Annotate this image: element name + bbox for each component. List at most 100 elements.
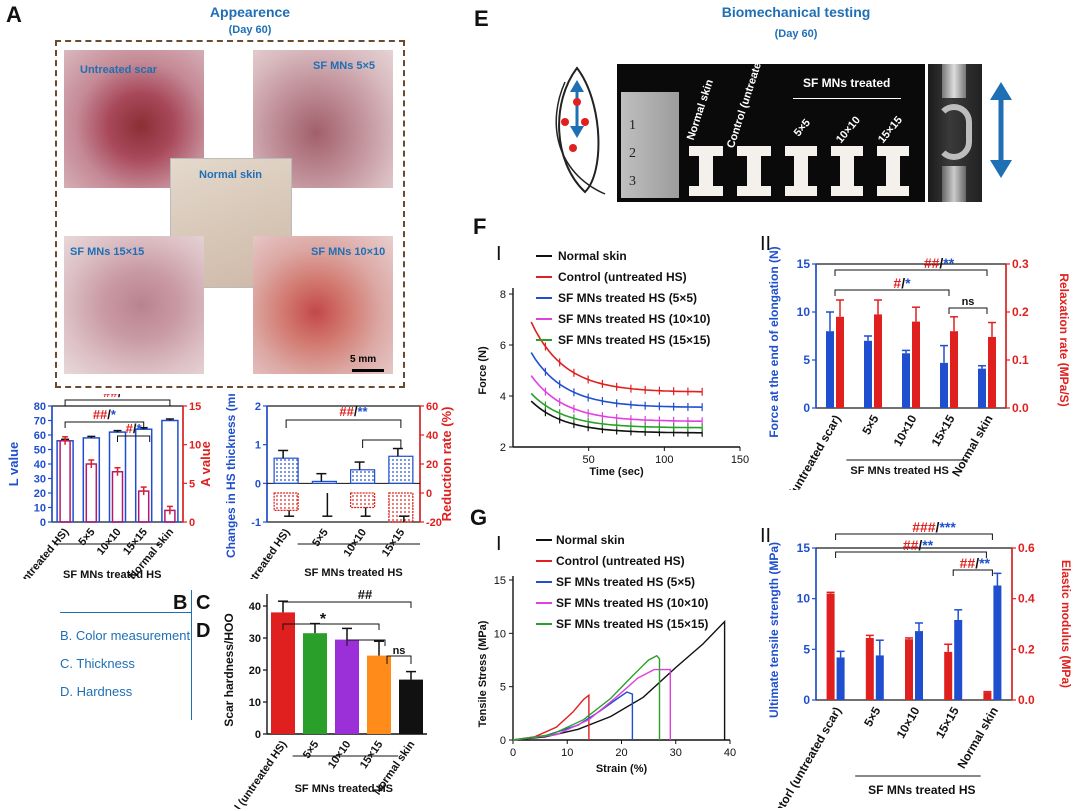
chart-d: 0 10 20 30 40 Scar hardness/HOO Control (untre… — [215, 587, 427, 809]
x-tick-label: 15×15 — [929, 412, 958, 448]
side-legend-letter-d: D — [196, 620, 211, 642]
sig-bracket — [346, 639, 386, 646]
panel-a-title: Appearence — [209, 4, 291, 20]
x-tick-label: 5×5 — [310, 527, 331, 549]
y-tick-label: 0.3 — [1012, 257, 1029, 271]
x-tick-label: 5×5 — [76, 526, 97, 548]
bar-relaxation — [950, 331, 958, 408]
sig-bracket — [835, 551, 987, 558]
bar-a-value — [59, 440, 71, 523]
bar-force — [902, 353, 910, 408]
y-tick-label: 5 — [189, 478, 195, 490]
y-tick-label: 15 — [189, 401, 201, 413]
y-axis-label-left: Changes in HS thickness (mm) — [224, 394, 238, 558]
sig-bracket — [835, 533, 993, 540]
x-tick-label: 40 — [724, 747, 736, 759]
y-tick-label: 0 — [500, 735, 506, 747]
y-tick-label: 0.6 — [1018, 541, 1035, 555]
series-line — [512, 619, 726, 741]
y-tick-label: 10 — [189, 440, 201, 452]
bar-thickness — [311, 480, 337, 484]
y-tick-label: 40 — [426, 430, 438, 442]
y-tick-label: 15 — [797, 257, 811, 271]
panel-f-letter: F — [473, 214, 487, 239]
y-tick-label: 60 — [426, 401, 438, 413]
group-label: SF MNs treated HS — [850, 465, 948, 477]
bar-force — [940, 362, 948, 408]
y-tick-label: 40 — [34, 459, 46, 471]
ruler — [621, 92, 679, 198]
bar-a-value — [137, 490, 150, 523]
y-axis-label-right: Reduction rate (%) — [439, 407, 454, 522]
y-tick-label: 30 — [249, 633, 261, 645]
bar-thickness — [350, 469, 376, 484]
photo-label: SF MNs 10×10 — [311, 246, 386, 258]
sig-bracket — [117, 435, 151, 442]
y-tick-label: 1 — [255, 440, 261, 452]
bar-elastic-modulus — [944, 651, 953, 700]
y-tick-label: 50 — [34, 445, 46, 457]
y-tick-label: 10 — [34, 503, 46, 515]
x-axis-label: Strain (%) — [596, 763, 648, 775]
sf-mns-underline — [793, 98, 901, 99]
panel-e-title: Biomechanical testing — [721, 4, 871, 20]
y-tick-label: 6 — [500, 340, 506, 352]
y-axis-label-left: L value — [6, 442, 21, 487]
y-tick-label: 10 — [494, 628, 506, 640]
side-legend-item-d: D. Hardness — [60, 684, 133, 699]
y-tick-label: 0 — [255, 729, 261, 741]
bar-tensile-strength — [993, 585, 1002, 700]
bar-hardness — [399, 679, 423, 734]
x-tick-label: 50 — [583, 454, 595, 466]
legend-label: SF MNs treated HS (5×5) — [556, 575, 695, 589]
bar-elastic-modulus — [983, 692, 992, 700]
x-tick-label: 30 — [670, 747, 682, 759]
sig-bracket — [834, 289, 950, 296]
series-line — [512, 691, 634, 741]
legend-label: SF MNs treated HS (10×10) — [558, 312, 710, 326]
x-tick-label: Control (untreated HS) — [215, 739, 290, 809]
sig-label: ##/** — [103, 394, 132, 400]
group-label: SF MNs treated HS — [295, 783, 393, 795]
y-tick-label: 5 — [803, 642, 810, 656]
y-tick-label: 10 — [797, 592, 811, 606]
bar-reduction-rate — [388, 492, 414, 523]
x-tick-label: Normal skin — [955, 705, 1001, 771]
bar-relaxation — [912, 321, 920, 408]
specimen-15x15 — [877, 146, 909, 196]
panel-e-letter: E — [474, 6, 489, 31]
roman-numeral: II — [760, 233, 771, 255]
group-label: SF MNs treated HS — [868, 783, 975, 797]
y-tick-label: -20 — [426, 517, 442, 529]
chart-b: 0 10 20 30 40 50 60 70 80 0 5 10 15 L value A value Con… — [0, 394, 213, 579]
sig-label: ns — [393, 645, 406, 657]
photo-label: Normal skin — [199, 169, 262, 181]
x-tick-label: 0 — [510, 747, 516, 759]
sig-bracket — [362, 439, 402, 448]
x-tick-label: Control (untreated HS) — [0, 526, 72, 579]
sig-label: #/* — [893, 275, 911, 291]
x-tick-label: 150 — [731, 454, 749, 466]
y-tick-label: 0.0 — [1012, 401, 1029, 415]
panel-e-sketch — [555, 66, 606, 195]
side-legend-item-b: B. Color measurement — [60, 628, 191, 643]
bar-thickness — [273, 457, 299, 484]
y-axis-label: Tensile Stress (MPa) — [477, 620, 489, 727]
bar-thickness — [388, 455, 414, 484]
y-tick-label: 0.4 — [1018, 592, 1035, 606]
bar-relaxation — [874, 314, 882, 408]
x-tick-label: Normal skin — [949, 413, 995, 479]
panel-e-photo: 1 2 3 Normal skin Control (untreated HS)… — [617, 34, 925, 202]
x-tick-label: 15×15 — [358, 739, 386, 771]
bar-relaxation — [988, 336, 996, 408]
sig-label: * — [320, 611, 327, 628]
y-tick-label: 0 — [255, 478, 261, 490]
sf-mns-treated-label: SF MNs treated — [803, 76, 891, 90]
bar-tensile-strength — [954, 619, 963, 700]
legend-label: Control (untreated HS) — [556, 554, 685, 568]
sig-label: ##/* — [93, 407, 117, 422]
y-tick-label: 10 — [249, 697, 261, 709]
y-tick-label: 15 — [494, 575, 506, 587]
y-axis-label: Force (N) — [477, 346, 489, 395]
y-tick-label: 60 — [34, 430, 46, 442]
